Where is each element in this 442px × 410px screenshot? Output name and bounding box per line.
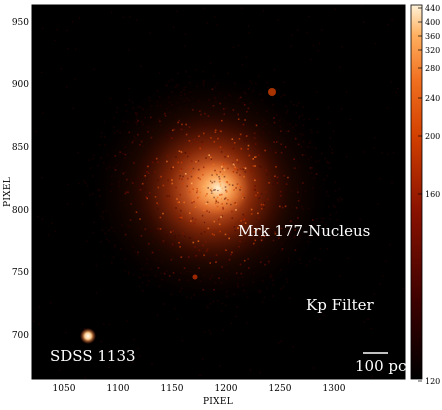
x-tick-label: 1200 [215,384,238,394]
y-tick-label: 750 [12,268,29,278]
x-axis: 1050 1100 1150 1200 1250 1300 [53,5,346,394]
colorbar-tick-label: 320 [425,46,440,55]
y-tick-label: 850 [12,143,29,153]
noise-speckles [33,5,404,379]
filter-label: Kp Filter [306,296,374,314]
x-axis-title: PIXEL [203,397,233,407]
source-knot [192,274,198,280]
y-tick-label: 900 [12,80,29,90]
source-knot [268,88,276,96]
x-tick-label: 1250 [269,384,292,394]
x-tick-label: 1300 [323,384,346,394]
y-axis-title: PIXEL [3,177,13,207]
y-axis: 700 750 800 850 900 950 [12,18,405,341]
source-label: SDSS 1133 [50,347,136,365]
y-tick-label: 950 [12,18,29,28]
x-tick-label: 1050 [53,384,76,394]
colorbar: 440 400 360 320 280 240 200 160 120 [410,4,440,386]
colorbar-tick-label: 280 [425,64,440,73]
colorbar-tick-label: 120 [425,377,440,386]
colorbar-tick-label: 360 [425,32,440,41]
scale-bar-label: 100 pc [355,357,406,375]
colorbar-tick-label: 400 [425,18,440,27]
colorbar-tick-label: 440 [425,4,440,13]
colorbar-tick-label: 240 [425,94,440,103]
sdss-source [80,328,96,344]
x-tick-label: 1100 [107,384,130,394]
colorbar-tick-label: 200 [425,132,440,141]
y-tick-label: 800 [12,206,29,216]
nucleus-label: Mrk 177-Nucleus [238,222,370,240]
colorbar-tick-label: 160 [425,190,440,199]
image-panel: Mrk 177-Nucleus Kp Filter SDSS 1133 100 … [31,4,406,380]
y-tick-label: 700 [12,331,29,341]
x-tick-label: 1150 [161,384,184,394]
